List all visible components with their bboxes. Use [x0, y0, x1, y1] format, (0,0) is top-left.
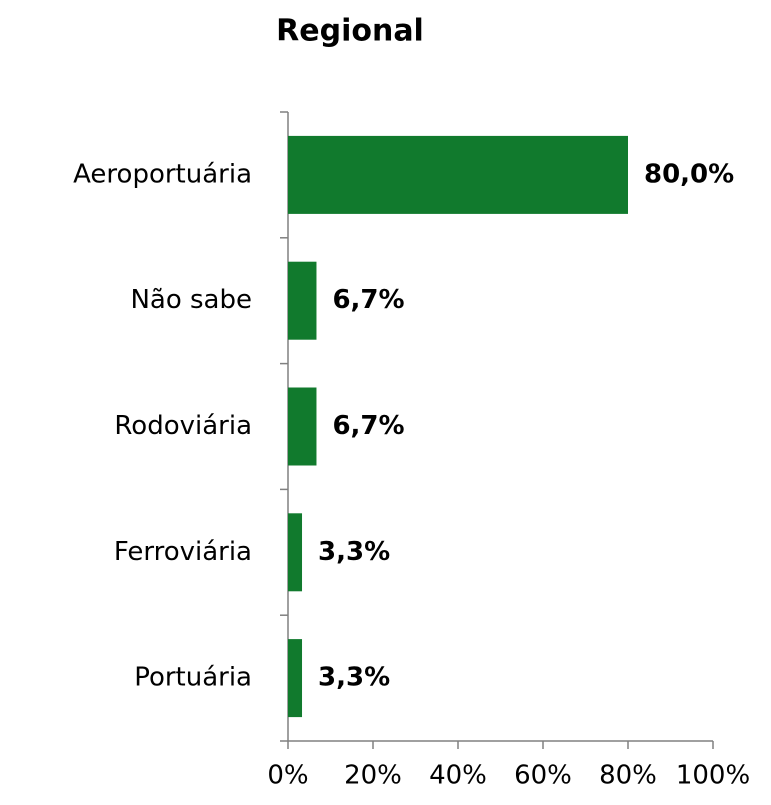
value-label: 6,7%	[332, 411, 404, 441]
bar	[288, 135, 628, 214]
y-tick-label: Não sabe	[130, 285, 252, 315]
x-tick-label: 0%	[267, 761, 308, 791]
bar	[288, 387, 317, 466]
x-tick-label: 20%	[344, 761, 402, 791]
y-tick-label: Ferroviária	[114, 537, 252, 567]
y-tick-label: Aeroportuária	[73, 159, 252, 189]
x-tick-label: 100%	[676, 761, 750, 791]
value-label: 80,0%	[644, 159, 734, 189]
bar	[288, 261, 317, 340]
x-tick-label: 40%	[429, 761, 487, 791]
bar	[288, 639, 303, 718]
y-tick-label: Portuária	[134, 663, 252, 693]
y-tick-label: Rodoviária	[114, 411, 252, 441]
chart-title: Regional	[276, 14, 424, 49]
value-label: 3,3%	[318, 663, 390, 693]
x-tick-label: 60%	[514, 761, 572, 791]
bar	[288, 513, 303, 592]
x-tick-label: 80%	[599, 761, 657, 791]
value-label: 6,7%	[332, 285, 404, 315]
value-label: 3,3%	[318, 537, 390, 567]
